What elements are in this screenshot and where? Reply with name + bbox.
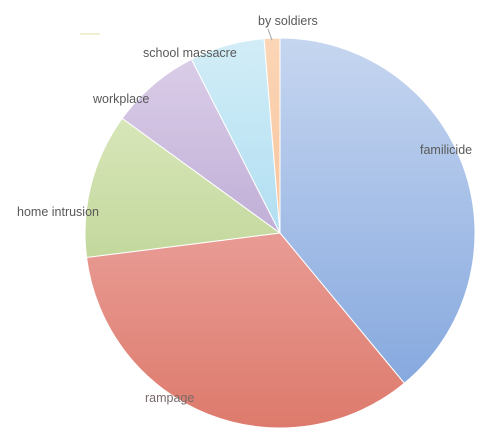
- slice-label-home-intrusion: home intrusion: [17, 205, 99, 219]
- decorative-mark: [80, 33, 100, 35]
- pie-slice-by-soldiers: [263, 37, 281, 234]
- slice-label-by-soldiers: by soldiers: [258, 14, 318, 28]
- slice-labels: familicide rampage home intrusion workplace…: [17, 14, 472, 405]
- pie-slice-familicide: [279, 37, 476, 384]
- slice-label-rampage: rampage: [145, 391, 194, 405]
- pie-slice-rampage: [85, 232, 406, 429]
- leader-line-by-soldiers: [267, 28, 273, 41]
- slice-label-school-massacre: school massacre: [143, 46, 237, 60]
- slice-label-workplace: workplace: [92, 92, 149, 106]
- leader-lines: [267, 28, 273, 41]
- slices-layer: [84, 37, 476, 429]
- pie-slice-home-intrusion: [84, 117, 282, 258]
- slice-label-familicide: familicide: [420, 143, 472, 157]
